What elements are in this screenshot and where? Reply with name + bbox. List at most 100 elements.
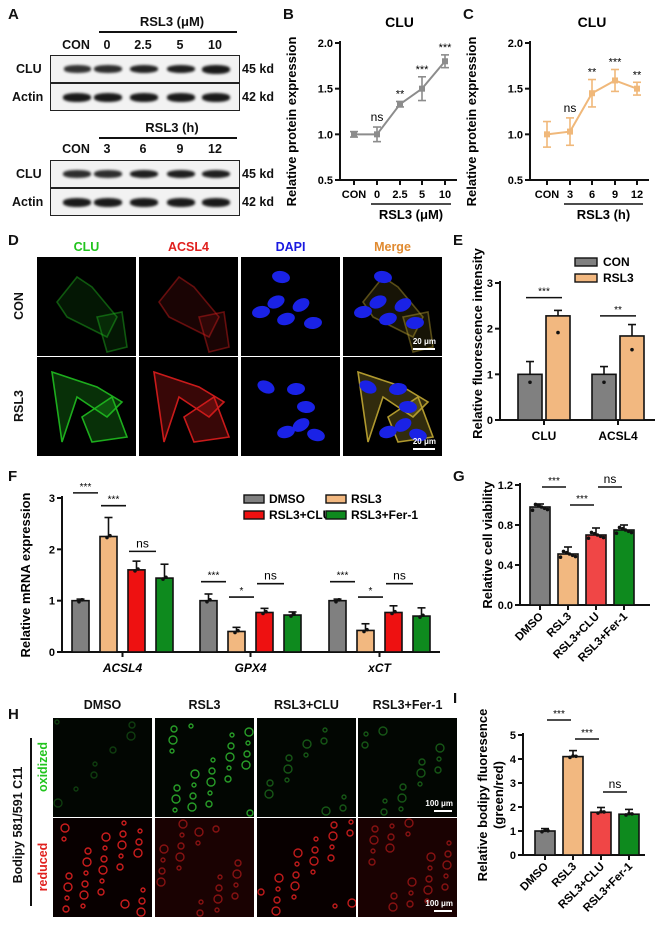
panel-label-e: E xyxy=(453,232,464,249)
scale-bar xyxy=(413,348,435,350)
micrograph xyxy=(155,818,254,917)
scale-bar xyxy=(434,810,452,812)
data-point xyxy=(337,598,341,602)
row-label: oxidized xyxy=(36,741,50,792)
panel-label-h: H xyxy=(8,706,19,723)
column-header: RSL3 xyxy=(188,698,221,712)
data-point xyxy=(630,812,634,816)
data-point xyxy=(602,810,606,814)
row-label: reduced xyxy=(36,842,50,891)
blot-membrane xyxy=(50,55,240,83)
blot-membrane xyxy=(50,188,240,216)
molecular-weight-label: 45 kd xyxy=(242,167,274,181)
panel-label-d: D xyxy=(8,232,19,249)
significance-label: *** xyxy=(80,482,92,493)
blot-membrane xyxy=(50,83,240,111)
data-point xyxy=(612,77,618,84)
data-point xyxy=(334,599,338,604)
bar xyxy=(356,629,375,653)
data-point xyxy=(528,380,532,385)
lane-label: 2.5 xyxy=(134,38,152,52)
column-header: RSL3+Fer-1 xyxy=(372,698,443,712)
data-point xyxy=(292,612,296,617)
lane-label: 0 xyxy=(103,38,111,52)
micrograph xyxy=(53,818,152,917)
significance-label: *** xyxy=(208,571,220,582)
x-tick-label: 0 xyxy=(374,189,380,201)
y-tick-label: 2.0 xyxy=(508,38,523,50)
y-axis-title: Relative mRNA expression xyxy=(18,492,33,657)
data-point xyxy=(571,754,575,758)
column-header: Merge xyxy=(374,240,411,254)
significance-label: ns xyxy=(564,101,577,115)
bar xyxy=(199,599,218,653)
data-point xyxy=(351,131,357,138)
significance-label: * xyxy=(240,586,244,597)
panel-label-c: C xyxy=(463,6,474,23)
panel-label-b: B xyxy=(283,6,294,23)
x-axis-title: RSL3 (μM) xyxy=(379,207,443,222)
lane-label: 10 xyxy=(208,38,222,52)
x-tick-label: 2.5 xyxy=(392,189,407,201)
molecular-weight-label: 45 kd xyxy=(242,62,274,76)
bar xyxy=(529,506,551,606)
y-tick-label: 0.5 xyxy=(508,175,523,187)
micrograph xyxy=(257,718,356,817)
data-point xyxy=(567,128,573,135)
y-tick-label: 0.5 xyxy=(318,175,333,187)
molecular-weight-label: 42 kd xyxy=(242,195,274,209)
data-point xyxy=(570,553,575,558)
legend-swatch xyxy=(243,510,265,520)
protein-band xyxy=(130,197,158,207)
scale-bar xyxy=(413,448,435,450)
bar xyxy=(71,599,90,653)
y-tick-label: 0 xyxy=(49,647,55,659)
data-point xyxy=(620,526,625,531)
significance-label: ns xyxy=(371,110,384,124)
scale-bar xyxy=(434,910,452,912)
significance-label: ** xyxy=(614,305,622,316)
data-point xyxy=(397,101,403,108)
column-header: RSL3+CLU xyxy=(274,698,339,712)
y-axis-title: Relative bodipy fluoresence(green/red) xyxy=(475,709,506,882)
y-axis-title: Relative protein expression xyxy=(464,37,479,207)
data-point xyxy=(543,828,547,833)
data-point xyxy=(418,615,422,619)
protein-band xyxy=(94,65,122,73)
protein-band xyxy=(130,92,158,102)
data-point xyxy=(561,549,566,554)
y-tick-label: 2 xyxy=(510,802,516,814)
legend-label: RSL3 xyxy=(351,492,382,506)
y-tick-label: 0.8 xyxy=(498,520,513,532)
significance-label: *** xyxy=(548,476,560,487)
scale-bar-label: 20 μm xyxy=(412,337,436,346)
data-point xyxy=(164,575,168,580)
bar xyxy=(613,529,635,606)
treatment-underline xyxy=(99,31,237,33)
bar xyxy=(155,577,174,653)
micrograph: 100 μm xyxy=(358,818,457,917)
data-point xyxy=(614,531,619,535)
data-point xyxy=(592,531,597,536)
micrograph xyxy=(139,357,238,456)
significance-label: *** xyxy=(609,56,623,68)
blot-row-label: CLU xyxy=(16,167,42,181)
data-point xyxy=(601,535,606,540)
protein-band xyxy=(202,64,230,74)
data-point xyxy=(533,502,538,507)
lane-label: 5 xyxy=(176,38,184,52)
data-point xyxy=(617,525,622,530)
data-point xyxy=(599,809,603,814)
x-tick-label: xCT xyxy=(367,661,392,675)
x-tick-label: GPX4 xyxy=(234,661,266,675)
y-axis-title: Relative fluorescence intensity xyxy=(470,247,485,439)
y-tick-label: 3 xyxy=(510,778,516,790)
column-header: ACSL4 xyxy=(168,240,209,254)
y-tick-label: 2 xyxy=(487,324,493,336)
blot-row-label: Actin xyxy=(12,90,44,104)
scale-bar-label: 100 μm xyxy=(425,799,453,808)
panel-i-bar-chart: 012345DMSORSL3RSL3+CLURSL3+Fer-1******ns… xyxy=(475,709,645,915)
data-point xyxy=(419,85,425,92)
data-point xyxy=(573,554,578,559)
bar xyxy=(99,535,118,653)
